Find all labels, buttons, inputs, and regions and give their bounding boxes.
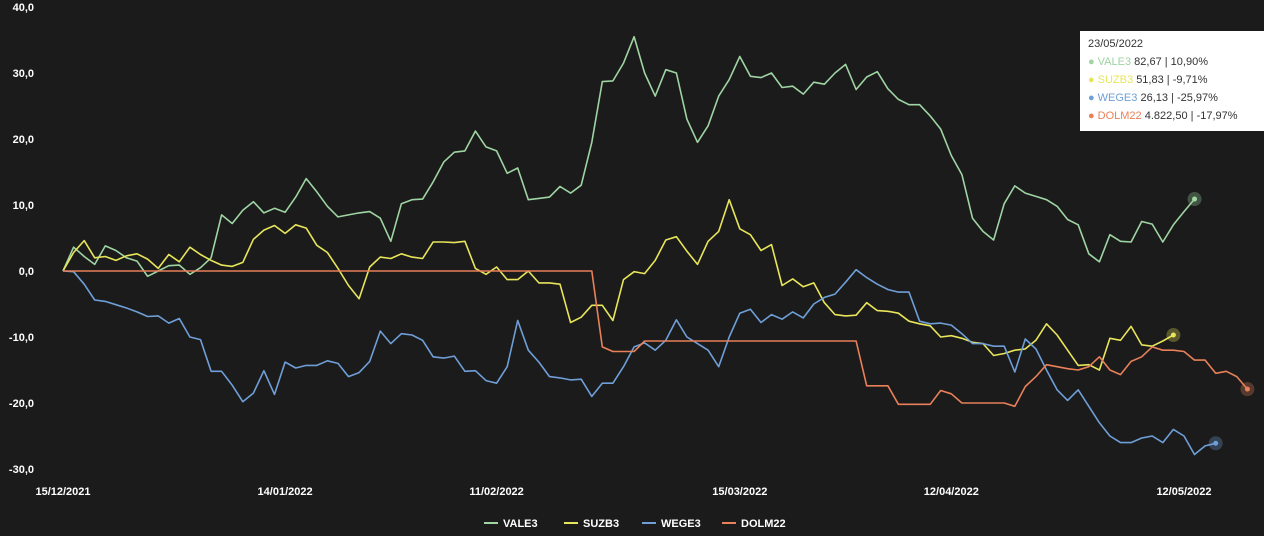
tooltip-dot-icon: ● bbox=[1088, 56, 1095, 68]
tooltip-date: 23/05/2022 bbox=[1088, 38, 1144, 50]
tooltip-series-name: SUZB3 bbox=[1097, 74, 1134, 86]
x-tick-label: 12/05/2022 bbox=[1156, 486, 1211, 498]
legend-item-suzb3[interactable]: SUZB3 bbox=[564, 518, 619, 530]
tooltip-price: 51,83 bbox=[1136, 74, 1164, 86]
x-axis: 15/12/2021 14/01/2022 11/02/2022 15/03/2022… bbox=[35, 486, 1211, 498]
end-marker-dolm22 bbox=[1244, 386, 1250, 392]
y-tick-label: 20,0 bbox=[13, 134, 34, 146]
x-tick-label: 15/03/2022 bbox=[712, 486, 767, 498]
tooltip-price: 26,13 bbox=[1140, 92, 1168, 104]
legend-item-vale3[interactable]: VALE3 bbox=[484, 518, 538, 530]
legend-label: VALE3 bbox=[503, 518, 538, 530]
end-marker-suzb3 bbox=[1170, 332, 1176, 338]
legend-label: WEGE3 bbox=[661, 518, 701, 530]
y-tick-label: -30,0 bbox=[9, 464, 34, 476]
legend[interactable]: VALE3 SUZB3 WEGE3 DOLM22 bbox=[484, 518, 786, 530]
series-line-suzb3[interactable] bbox=[62, 198, 1174, 371]
tooltip-series-name: DOLM22 bbox=[1097, 110, 1142, 122]
series-line-vale3[interactable] bbox=[62, 35, 1196, 278]
tooltip-row-dolm22: ● DOLM22 4.822,50 | -17,97% bbox=[1088, 110, 1238, 122]
end-marker-vale3 bbox=[1192, 196, 1198, 202]
tooltip-dot-icon: ● bbox=[1088, 92, 1095, 104]
tooltip-dot-icon: ● bbox=[1088, 110, 1095, 122]
tooltip-series-name: VALE3 bbox=[1097, 56, 1132, 68]
tooltip-series-name: WEGE3 bbox=[1097, 92, 1138, 104]
x-tick-label: 15/12/2021 bbox=[35, 486, 90, 498]
legend-item-wege3[interactable]: WEGE3 bbox=[642, 518, 701, 530]
tooltip-dot-icon: ● bbox=[1088, 74, 1095, 86]
y-tick-label: -10,0 bbox=[9, 332, 34, 344]
y-tick-label: 30,0 bbox=[13, 68, 34, 80]
tooltip-change: -9,71% bbox=[1172, 74, 1208, 86]
legend-label: SUZB3 bbox=[583, 518, 619, 530]
tooltip-row-suzb3: ● SUZB3 51,83 | -9,71% bbox=[1088, 74, 1208, 86]
tooltip-row-vale3: ● VALE3 82,67 | 10,90% bbox=[1088, 56, 1208, 68]
x-tick-label: 11/02/2022 bbox=[469, 486, 523, 498]
series-line-wege3[interactable] bbox=[62, 268, 1216, 456]
tooltip: 23/05/2022 ● VALE3 82,67 | 10,90% ● SUZB3 … bbox=[1080, 31, 1264, 131]
y-tick-label: 10,0 bbox=[13, 200, 34, 212]
x-tick-label: 14/01/2022 bbox=[258, 486, 313, 498]
end-marker-wege3 bbox=[1213, 440, 1219, 446]
legend-label: DOLM22 bbox=[741, 518, 786, 530]
y-tick-label: 40,0 bbox=[13, 2, 34, 14]
end-markers bbox=[1166, 192, 1255, 451]
y-axis: -30,0 -20,0 -10,0 0,0 10,0 20,0 30,0 40,0 bbox=[9, 2, 34, 476]
y-tick-label: 0,0 bbox=[19, 266, 34, 278]
series-line-dolm22[interactable] bbox=[63, 270, 1249, 408]
tooltip-change: -25,97% bbox=[1176, 92, 1218, 104]
tooltip-change: 10,90% bbox=[1170, 56, 1208, 68]
tooltip-row-wege3: ● WEGE3 26,13 | -25,97% bbox=[1088, 92, 1218, 104]
tooltip-change: -17,97% bbox=[1196, 110, 1238, 122]
series-lines bbox=[62, 35, 1249, 456]
x-tick-label: 12/04/2022 bbox=[924, 486, 979, 498]
tooltip-price: 4.822,50 bbox=[1144, 110, 1188, 122]
y-tick-label: -20,0 bbox=[9, 398, 34, 410]
tooltip-price: 82,67 bbox=[1134, 56, 1162, 68]
legend-item-dolm22[interactable]: DOLM22 bbox=[722, 518, 786, 530]
